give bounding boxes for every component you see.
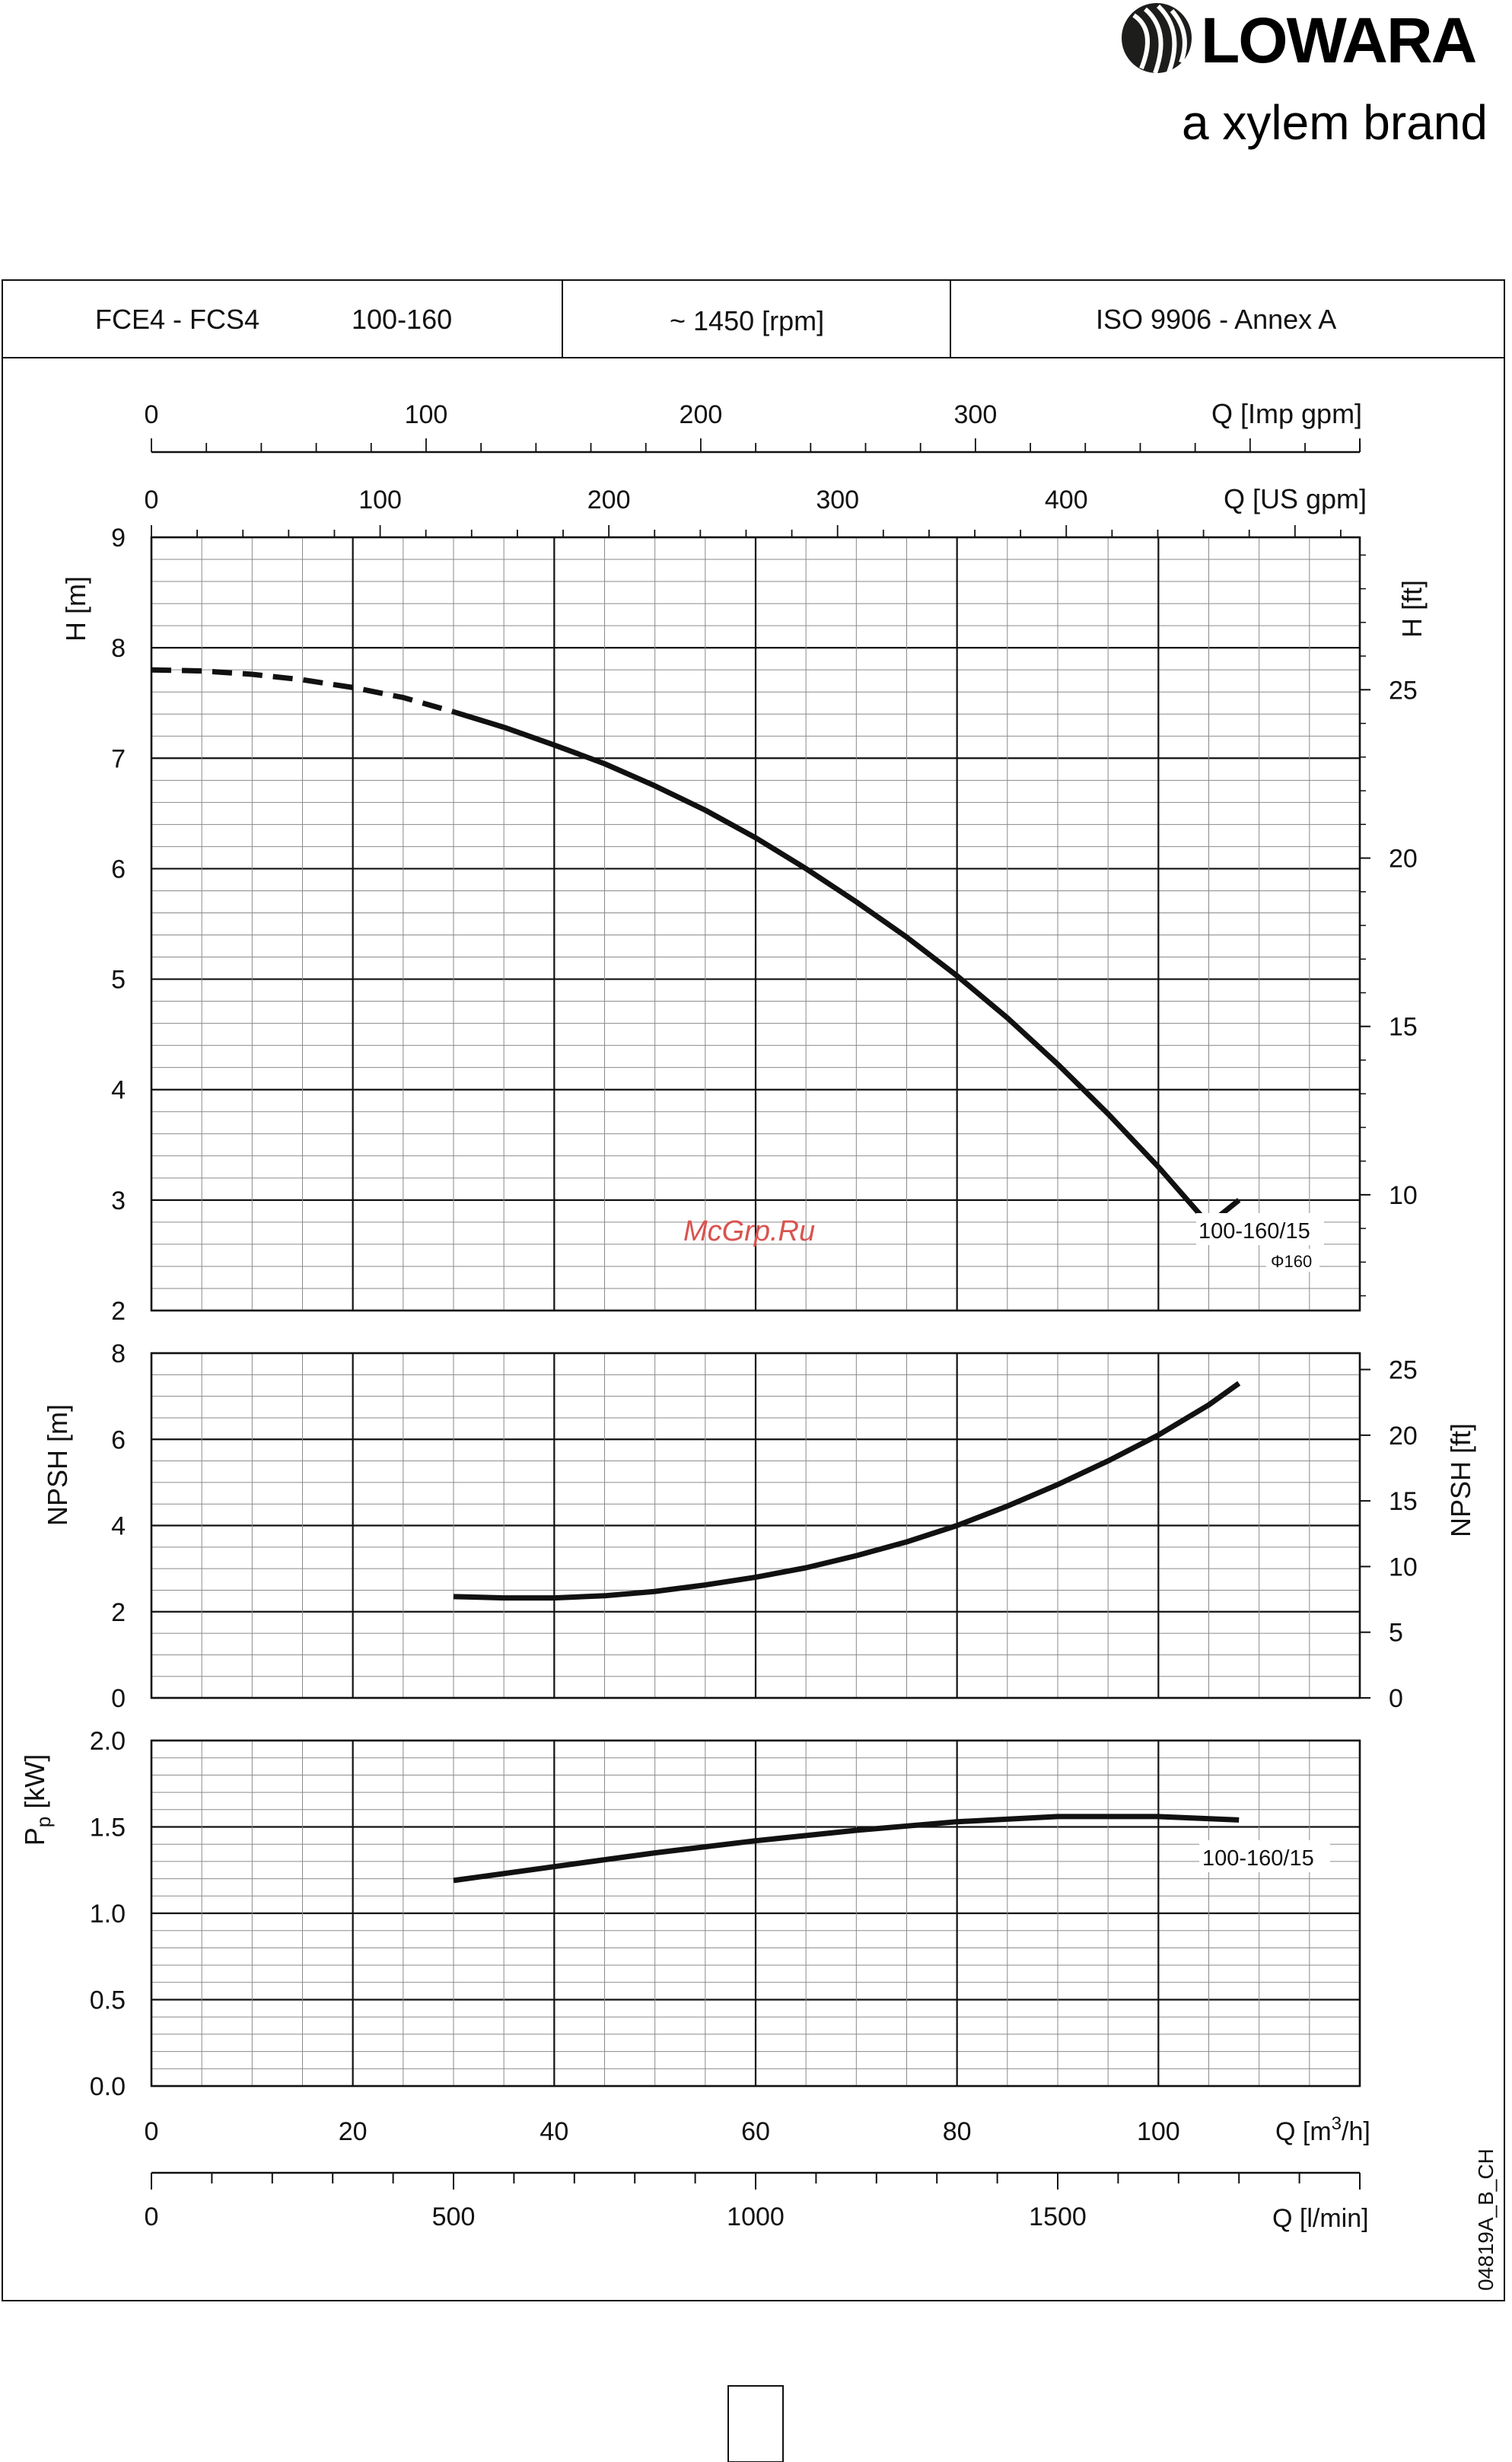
curve-layer: 100-160/15 Φ160 100-160/15 xyxy=(151,667,1330,1884)
qm3h-label-sup: 3 xyxy=(1332,2113,1342,2134)
lmin-tick-label: 1000 xyxy=(727,2202,785,2231)
qm3h-label-pre: Q [m xyxy=(1275,2117,1332,2146)
npsh-ylabel-right: NPSH [ft] xyxy=(1445,1423,1476,1537)
lmin-tick-label: 0 xyxy=(145,2202,159,2231)
head-ft-tick-label: 15 xyxy=(1389,1013,1418,1042)
axes-layer: 23456789024680.00.51.01.52.0101520250510… xyxy=(19,398,1476,2233)
qm3h-tick-label: 60 xyxy=(741,2117,770,2146)
head-ytick-label: 5 xyxy=(111,966,126,995)
power-ytick-label: 2.0 xyxy=(90,1727,126,1756)
power-ytick-label: 0.0 xyxy=(90,2072,126,2101)
head-sublabel-bg xyxy=(1266,1249,1319,1272)
power-ylabel-unit: [kW] xyxy=(19,1754,50,1817)
qm3h-tick-label: 0 xyxy=(145,2117,159,2146)
head-curve-dashed-segment xyxy=(151,667,454,715)
lmin-tick-label: 500 xyxy=(432,2202,476,2231)
qm3h-tick-label: 20 xyxy=(339,2117,368,2146)
npsh-ft-tick-label: 20 xyxy=(1389,1422,1418,1451)
head-ytick-label: 7 xyxy=(111,744,126,773)
grid-layer xyxy=(150,536,1361,2088)
brand-mark: LOWARA a xylem brand xyxy=(1122,3,1488,150)
head-series-label: 100-160/15 xyxy=(1198,1219,1310,1244)
power-ylabel-main: P xyxy=(19,1827,50,1846)
npsh-ft-tick-label: 5 xyxy=(1389,1619,1403,1648)
usgpm-tick-label: 200 xyxy=(587,486,631,514)
head-ylabel-right: H [ft] xyxy=(1396,580,1428,638)
usgpm-tick-label: 0 xyxy=(145,486,159,514)
head-ytick-label: 4 xyxy=(111,1076,126,1105)
qm3h-axis-label: Q [m3/h] xyxy=(1275,2113,1370,2146)
power-ytick-label: 1.5 xyxy=(90,1814,126,1843)
npsh-panel-frame xyxy=(150,1352,1361,1699)
usgpm-axis-label: Q [US gpm] xyxy=(1224,483,1367,514)
npsh-curve-line xyxy=(453,1381,1241,1601)
page-number-box xyxy=(727,2385,784,2462)
qm3h-tick-label: 40 xyxy=(540,2117,568,2146)
power-ytick-label: 0.5 xyxy=(90,1986,126,2015)
head-series-sublabel: Φ160 xyxy=(1271,1252,1312,1271)
qm3h-tick-label: 80 xyxy=(943,2117,972,2146)
brand-tagline: a xylem brand xyxy=(1182,95,1488,150)
brand-name: LOWARA xyxy=(1201,5,1476,76)
power-panel-frame xyxy=(150,1739,1361,2088)
head-ft-tick-label: 20 xyxy=(1389,844,1418,873)
head-ylabel: H [m] xyxy=(60,576,91,642)
power-series-label: 100-160/15 xyxy=(1202,1846,1314,1871)
npsh-ft-tick-label: 15 xyxy=(1389,1487,1418,1516)
model-size: 100-160 xyxy=(352,304,452,335)
npsh-ft-tick-label: 25 xyxy=(1389,1356,1418,1385)
npsh-ft-tick-label: 0 xyxy=(1389,1684,1403,1713)
impgpm-tick-label: 200 xyxy=(680,400,723,429)
model-series: FCE4 - FCS4 xyxy=(95,304,259,335)
head-curve-line xyxy=(452,709,1241,1228)
power-ytick-label: 1.0 xyxy=(90,1900,126,1929)
xylem-swirl-icon xyxy=(1122,3,1192,75)
npsh-ytick-label: 6 xyxy=(111,1425,126,1454)
npsh-ft-tick-label: 10 xyxy=(1389,1553,1418,1581)
lowara-logo: LOWARA a xylem brand xyxy=(1111,0,1507,167)
usgpm-tick-label: 100 xyxy=(358,486,402,514)
npsh-ytick-label: 2 xyxy=(111,1598,126,1627)
impgpm-tick-label: 0 xyxy=(145,400,159,429)
power-series-label-bg xyxy=(1199,1840,1330,1872)
head-ytick-label: 3 xyxy=(111,1186,126,1215)
qm3h-label-post: /h] xyxy=(1342,2117,1370,2146)
power-ylabel: Pp [kW] xyxy=(19,1754,55,1846)
figure-frame xyxy=(2,279,1505,2301)
impgpm-axis-label: Q [Imp gpm] xyxy=(1211,398,1362,429)
head-ytick-label: 8 xyxy=(111,634,126,663)
head-ft-tick-label: 10 xyxy=(1389,1181,1418,1210)
qm3h-tick-label: 100 xyxy=(1137,2117,1180,2146)
standard-label: ISO 9906 - Annex A xyxy=(1096,304,1336,335)
head-panel-frame xyxy=(150,536,1361,1312)
lmin-tick-label: 1500 xyxy=(1029,2202,1087,2231)
npsh-ytick-label: 8 xyxy=(111,1339,126,1368)
head-ytick-label: 6 xyxy=(111,855,126,884)
power-ylabel-sub: p xyxy=(32,1817,55,1827)
head-ytick-label: 9 xyxy=(111,524,126,553)
head-ytick-label: 2 xyxy=(111,1297,126,1326)
impgpm-tick-label: 100 xyxy=(405,400,448,429)
speed-label: ~ 1450 [rpm] xyxy=(670,305,824,336)
drawing-code: 04819A_B_CH xyxy=(1474,2148,1498,2291)
npsh-ylabel: NPSH [m] xyxy=(42,1404,73,1526)
watermark-text: McGrp.Ru xyxy=(683,1215,815,1247)
npsh-ytick-label: 0 xyxy=(111,1684,126,1713)
lmin-axis-label: Q [l/min] xyxy=(1272,2204,1369,2233)
usgpm-tick-label: 300 xyxy=(816,486,859,514)
usgpm-tick-label: 400 xyxy=(1045,486,1088,514)
head-series-label-bg xyxy=(1196,1213,1324,1245)
power-curve-line xyxy=(453,1814,1240,1884)
npsh-ytick-label: 4 xyxy=(111,1512,126,1541)
impgpm-tick-label: 300 xyxy=(954,400,998,429)
head-ft-tick-label: 25 xyxy=(1389,676,1418,705)
